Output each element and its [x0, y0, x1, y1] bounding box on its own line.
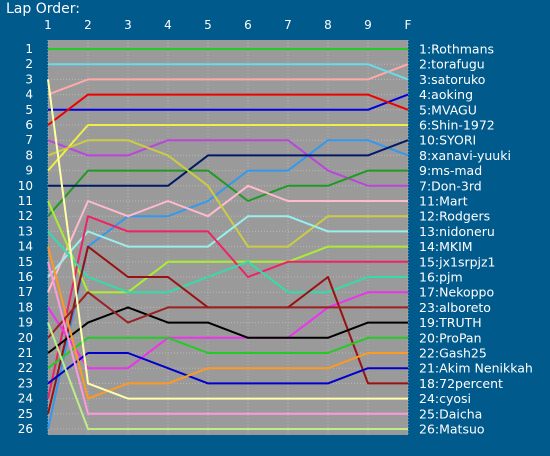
- y-position-label: 16: [18, 270, 33, 284]
- y-position-label: 12: [18, 209, 33, 223]
- series-label: 21:Akim Nenikkah: [419, 361, 533, 376]
- series-line: [48, 93, 409, 111]
- series-line: [47, 352, 408, 385]
- y-position-label: 22: [18, 361, 33, 375]
- x-tick-label: F: [405, 18, 412, 32]
- series-label: 18:72percent: [419, 376, 503, 391]
- series-label: 25:Daicha: [419, 406, 482, 421]
- series-line: [47, 200, 408, 294]
- series-line: [47, 215, 408, 399]
- series-label: 7:Don-3rd: [419, 178, 482, 193]
- series-label: 14:MKIM: [419, 239, 473, 254]
- driver-labels: 1:Rothmans2:torafugu3:satoruko4:aoking5:…: [419, 42, 533, 437]
- series-line: [47, 63, 409, 96]
- series-label: 9:ms-mad: [419, 163, 482, 178]
- series-label: 12:Rodgers: [419, 209, 490, 224]
- series-label: 22:Gash25: [419, 346, 487, 361]
- series-label: 5:MVAGU: [419, 102, 477, 117]
- series-line: [47, 230, 408, 294]
- y-position-label: 24: [18, 392, 33, 406]
- series-label: 11:Mart: [419, 194, 468, 209]
- x-tick-label: 7: [284, 18, 292, 32]
- x-tick-label: 5: [204, 18, 212, 32]
- x-tick-label: 4: [164, 18, 172, 32]
- series-label: 16:pjm: [419, 270, 463, 285]
- series-line: [47, 184, 408, 293]
- series-label: 23:alboreto: [419, 300, 491, 315]
- series-label: 19:TRUTH: [419, 315, 482, 330]
- x-tick-label: 8: [324, 18, 332, 32]
- y-position-label: 17: [18, 285, 33, 299]
- series-label: 2:torafugu: [419, 57, 485, 72]
- series-line: [47, 306, 408, 354]
- y-position-label: 11: [18, 194, 33, 208]
- series-line: [47, 291, 408, 370]
- chart-title: Lap Order:: [6, 1, 80, 17]
- series-label: 3:satoruko: [419, 72, 485, 87]
- y-position-label: 9: [25, 164, 33, 178]
- series-label: 6:Shin-1972: [419, 118, 495, 133]
- y-position-label: 26: [18, 422, 33, 436]
- series-line: [47, 291, 408, 339]
- series-label: 15:jx1srpjz1: [419, 254, 496, 269]
- series-line: [47, 79, 408, 400]
- series-label: 20:ProPan: [419, 330, 482, 345]
- y-position-label: 21: [18, 346, 33, 360]
- x-tick-label: 6: [244, 18, 252, 32]
- series-line: [47, 169, 408, 217]
- y-position-label: 13: [18, 224, 33, 238]
- y-position-label: 5: [25, 103, 33, 117]
- x-tick-label: 1: [44, 18, 52, 32]
- series-label: 26:Matsuo: [419, 422, 485, 437]
- series-line: [48, 139, 409, 187]
- series-label: 17:Nekoppo: [419, 285, 494, 300]
- y-position-label: 1: [25, 42, 33, 56]
- y-position-label: 14: [18, 240, 33, 254]
- series-line: [47, 124, 408, 172]
- series-label: 8:xanavi-yuuki: [419, 148, 511, 163]
- y-position-label: 7: [25, 133, 33, 147]
- series-line: [47, 139, 408, 248]
- series-label: 10:SYORI: [419, 133, 476, 148]
- y-position-label: 20: [18, 331, 33, 345]
- series-lines: [47, 48, 409, 430]
- y-position-labels: 1234567891011121314151617181920212223242…: [18, 42, 33, 436]
- series-label: 13:nidoneru: [419, 224, 495, 239]
- series-label: 24:cyosi: [419, 391, 471, 406]
- y-position-label: 4: [25, 88, 33, 102]
- series-label: 4:aoking: [419, 87, 473, 102]
- y-position-label: 6: [25, 118, 33, 132]
- x-tick-labels: 1 2 3 4 5 6 7 8 9 F: [44, 18, 411, 32]
- y-position-label: 23: [18, 376, 33, 390]
- y-position-label: 15: [18, 255, 33, 269]
- series-line: [47, 215, 408, 278]
- series-label: 1:Rothmans: [419, 42, 494, 57]
- y-position-label: 10: [18, 179, 33, 193]
- y-position-label: 2: [25, 57, 33, 71]
- y-position-label: 18: [18, 300, 33, 314]
- y-position-label: 3: [25, 72, 33, 86]
- series-line: [47, 336, 408, 369]
- series-line: [48, 63, 409, 81]
- y-position-label: 25: [18, 407, 33, 421]
- x-tick-label: 9: [364, 18, 372, 32]
- y-position-label: 19: [18, 316, 33, 330]
- series-line: [47, 322, 408, 430]
- series-line: [47, 93, 409, 126]
- series-line: [47, 261, 408, 415]
- x-tick-label: 3: [124, 18, 132, 32]
- x-tick-label: 2: [84, 18, 92, 32]
- y-position-label: 8: [25, 148, 33, 162]
